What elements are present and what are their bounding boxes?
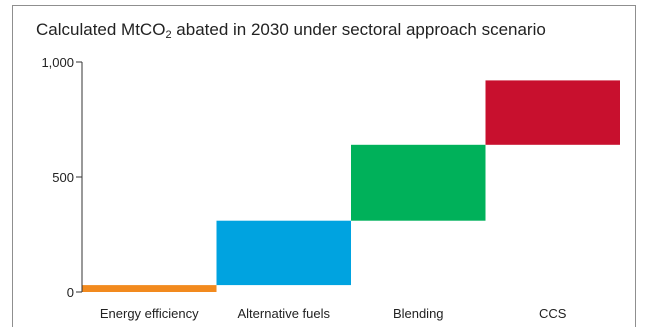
- title-suffix: abated in 2030 under sectoral approach s…: [171, 20, 546, 39]
- y-tick-label: 0: [67, 285, 74, 300]
- category-labels-group: Energy efficiency Alternative fuels Blendi…: [100, 306, 567, 321]
- title-prefix: Calculated MtCO: [36, 20, 166, 39]
- bar-energy-efficiency: [82, 285, 217, 292]
- y-ticks-group: 0 500 1,000: [41, 55, 82, 300]
- x-category-label: CCS: [539, 306, 567, 321]
- bar-blending: [351, 144, 486, 221]
- x-category-label: Blending: [393, 306, 444, 321]
- y-tick-label: 500: [52, 170, 74, 185]
- y-tick-label: 1,000: [41, 55, 74, 70]
- bars-group: [82, 80, 620, 292]
- x-category-label: Alternative fuels: [238, 306, 331, 321]
- bar-alternative-fuels: [216, 220, 351, 286]
- chart-title: Calculated MtCO2 abated in 2030 under se…: [36, 20, 546, 41]
- title-subscript: 2: [165, 29, 172, 41]
- chart-frame: [12, 5, 636, 327]
- bar-ccs: [485, 80, 620, 145]
- x-category-label: Energy efficiency: [100, 306, 199, 321]
